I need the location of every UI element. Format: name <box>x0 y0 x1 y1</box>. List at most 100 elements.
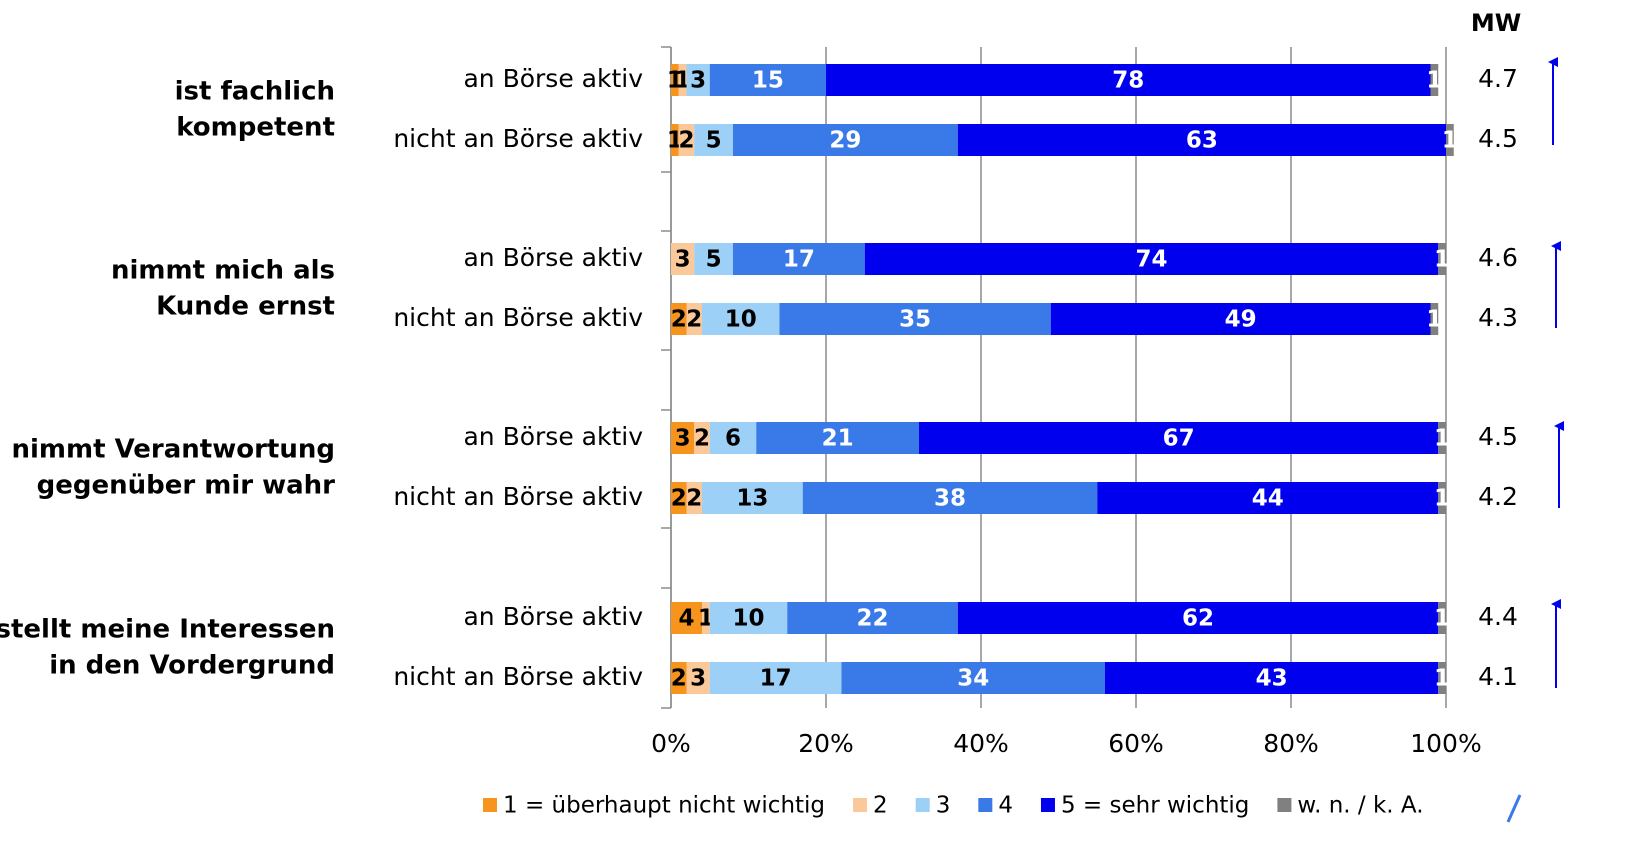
bar-segment <box>671 602 702 634</box>
bar-segment <box>1438 243 1446 275</box>
data-label: 10 <box>725 307 757 333</box>
bar-segment <box>1438 662 1446 694</box>
bar-segment <box>1105 662 1439 694</box>
data-label: 63 <box>1186 128 1218 154</box>
legend-swatch <box>853 798 868 812</box>
bar-segment <box>1430 303 1439 335</box>
data-label: 17 <box>760 666 792 692</box>
bar-segment <box>709 662 842 694</box>
bar-segment <box>709 602 788 634</box>
mean-value: 4.3 <box>1478 303 1518 332</box>
bar-segment <box>686 662 710 694</box>
bar-segment <box>1430 64 1439 96</box>
bar-segment <box>1097 482 1439 514</box>
data-label: 3 <box>675 247 691 273</box>
mean-value: 4.4 <box>1478 602 1518 631</box>
legend-label: w. n. / k. A. <box>1297 793 1423 819</box>
bar-segment <box>686 64 710 96</box>
legend-label: 5 = sehr wichtig <box>1061 793 1249 819</box>
group-label: nimmt Verantwortung <box>12 435 336 465</box>
bar-segment <box>671 422 695 454</box>
group-label: stellt meine Interessen <box>0 615 335 645</box>
mean-value: 4.6 <box>1478 243 1518 272</box>
bar-segment <box>919 422 1439 454</box>
row-label: nicht an Börse aktiv <box>393 662 643 691</box>
bar-segment <box>802 482 1098 514</box>
data-label: 43 <box>1256 666 1288 692</box>
legend-label: 1 = überhaupt nicht wichtig <box>503 793 825 819</box>
data-label: 22 <box>856 606 888 632</box>
data-label: 29 <box>829 128 861 154</box>
data-label: 15 <box>752 68 784 94</box>
bar-segment <box>702 602 710 634</box>
data-label: 3 <box>675 426 691 452</box>
data-label: 1 <box>1434 666 1450 692</box>
data-label: 1 <box>1426 307 1442 333</box>
group-label: Kunde ernst <box>156 292 335 322</box>
legend-label: 3 <box>936 793 951 819</box>
data-label: 44 <box>1252 486 1284 512</box>
trend-arrows <box>1548 57 1564 688</box>
bar-segment <box>671 64 679 96</box>
row-label: an Börse aktiv <box>463 422 643 451</box>
bar-segment <box>1438 602 1446 634</box>
row-label: an Börse aktiv <box>463 64 643 93</box>
bar-segment <box>671 243 695 275</box>
data-label: 1 <box>1426 68 1442 94</box>
data-label: 10 <box>732 606 764 632</box>
bar-segment <box>756 422 919 454</box>
bar-segment <box>826 64 1431 96</box>
bar-segment <box>702 482 803 514</box>
x-tick-label: 100% <box>1410 729 1481 758</box>
data-label: 74 <box>1135 247 1167 273</box>
bar-segment <box>671 662 687 694</box>
data-label: 2 <box>671 307 687 333</box>
group-label: gegenüber mir wahr <box>37 471 336 501</box>
row-label: nicht an Börse aktiv <box>393 124 643 153</box>
data-label: 67 <box>1163 426 1195 452</box>
bar-segment <box>686 303 702 335</box>
bar-segment <box>694 422 710 454</box>
mean-value: 4.1 <box>1478 662 1518 691</box>
x-tick-label: 40% <box>953 729 1009 758</box>
decoration <box>1506 794 1522 823</box>
data-label: 1 <box>1434 247 1450 273</box>
bar-segment <box>841 662 1105 694</box>
x-tick-label: 0% <box>651 729 691 758</box>
data-label: 21 <box>822 426 854 452</box>
data-label: 6 <box>725 426 741 452</box>
data-label: 5 <box>706 247 722 273</box>
legend-swatch <box>978 798 993 812</box>
x-tick-label: 60% <box>1108 729 1164 758</box>
row-label: nicht an Börse aktiv <box>393 482 643 511</box>
data-label: 17 <box>783 247 815 273</box>
bar-segment <box>1438 482 1446 514</box>
data-label: 2 <box>694 426 710 452</box>
data-label: 34 <box>957 666 989 692</box>
bar-segment <box>671 124 679 156</box>
data-label: 4 <box>678 606 694 632</box>
bar-segment <box>686 482 702 514</box>
data-label: 78 <box>1112 68 1144 94</box>
group-label: nimmt mich als <box>111 256 335 286</box>
bar-segment <box>957 124 1446 156</box>
group-label: in den Vordergrund <box>49 651 335 681</box>
legend-swatch <box>915 798 930 812</box>
data-label: 2 <box>671 666 687 692</box>
data-label: 5 <box>706 128 722 154</box>
bar-segment <box>671 303 687 335</box>
bar-segment <box>702 303 780 335</box>
data-label: 13 <box>736 486 768 512</box>
data-label: 3 <box>690 666 706 692</box>
data-label: 1 <box>1434 486 1450 512</box>
data-label: 1 <box>1442 128 1458 154</box>
bar-segment <box>694 124 733 156</box>
bar-segment <box>694 243 733 275</box>
data-label: 3 <box>690 68 706 94</box>
bar-segment <box>678 124 695 156</box>
data-label: 35 <box>899 307 931 333</box>
legend-label: 4 <box>998 793 1013 819</box>
bar-segment <box>709 64 826 96</box>
bar-segment <box>864 243 1439 275</box>
